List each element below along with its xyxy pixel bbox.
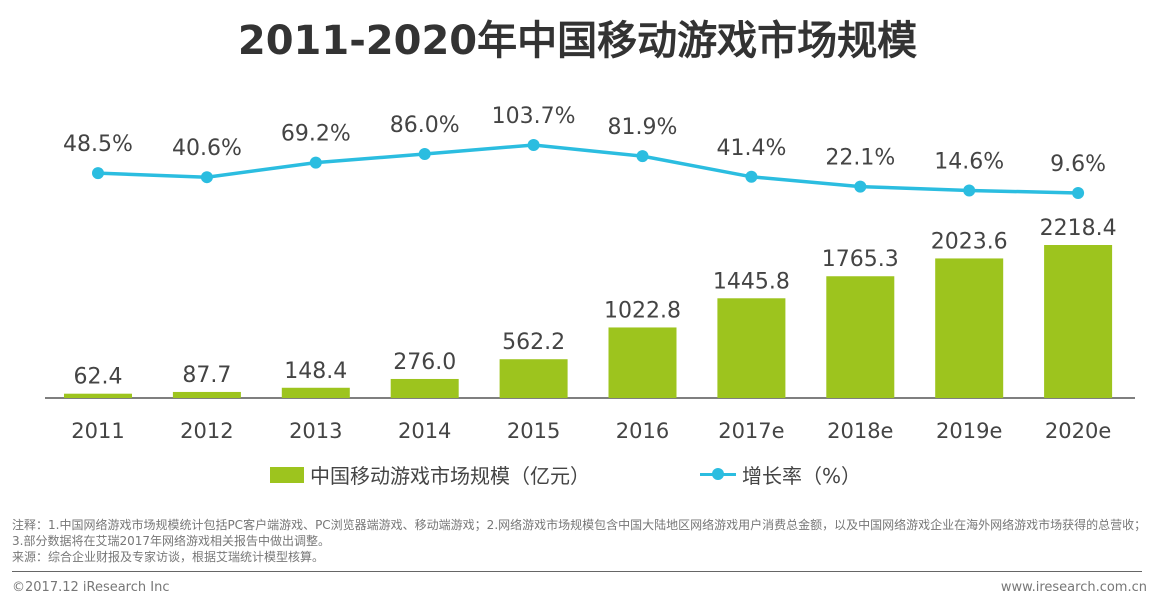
divider (12, 571, 1142, 572)
legend-bar-label: 中国移动游戏市场规模（亿元） (310, 464, 590, 488)
footnotes: 注释：1.中国网络游戏市场规模统计包括PC客户端游戏、PC浏览器端游戏、移动端游… (12, 517, 1147, 565)
bar-label: 62.4 (74, 365, 123, 390)
legend-line-swatch (700, 468, 736, 480)
x-tick-label: 2015 (507, 419, 560, 443)
chart-title: 2011-2020年中国移动游戏市场规模 (237, 18, 918, 64)
bar (172, 391, 241, 398)
x-tick-label: 2013 (289, 419, 342, 443)
growth-point (1072, 187, 1085, 200)
bar (608, 327, 677, 398)
bar (935, 258, 1004, 398)
bar-label: 1022.8 (604, 298, 681, 323)
copyright: ©2017.12 iResearch Inc (12, 580, 170, 595)
legend-item-bar: 中国移动游戏市场规模（亿元） (270, 460, 590, 489)
growth-point (636, 150, 649, 163)
bar-label: 276.0 (393, 350, 456, 375)
bar-label: 2023.6 (931, 229, 1008, 254)
bar (1044, 245, 1113, 398)
bar-label: 87.7 (182, 363, 231, 388)
growth-point (963, 184, 976, 197)
legend-item-line: 增长率（%） (700, 460, 861, 489)
growth-label: 9.6% (1050, 152, 1106, 177)
legend: 中国移动游戏市场规模（亿元） 增长率（%） (270, 460, 971, 489)
footnote-notes: 注释：1.中国网络游戏市场规模统计包括PC客户端游戏、PC浏览器端游戏、移动端游… (12, 518, 1147, 548)
bar-label: 148.4 (284, 359, 347, 384)
growth-label: 103.7% (492, 104, 576, 129)
bar (64, 393, 132, 398)
bar-label: 1445.8 (713, 269, 790, 294)
growth-label: 81.9% (608, 115, 678, 140)
growth-label: 40.6% (172, 136, 242, 161)
x-tick-label: 2018e (827, 419, 893, 443)
growth-point (309, 156, 322, 169)
growth-point (200, 171, 213, 184)
growth-point (854, 180, 867, 193)
growth-label: 14.6% (934, 149, 1004, 174)
footnote-source: 来源：综合企业财报及专家访谈，根据艾瑞统计模型核算。 (12, 550, 325, 564)
growth-label: 48.5% (63, 132, 133, 157)
x-tick-label: 2012 (180, 419, 233, 443)
bar (281, 387, 350, 398)
growth-label: 86.0% (390, 113, 460, 138)
combo-chart: 62.4 2011 87.7 2012 148.4 2013 276.0 2014 562.2 2… (45, 104, 1135, 443)
bar-label: 2218.4 (1040, 216, 1117, 241)
x-tick-label: 2019e (936, 419, 1002, 443)
legend-bar-swatch (270, 466, 304, 483)
growth-point (527, 139, 540, 152)
growth-point (745, 170, 758, 183)
growth-point (418, 148, 431, 161)
growth-label: 69.2% (281, 122, 351, 147)
bar-label: 562.2 (502, 330, 565, 355)
bar (826, 276, 895, 398)
website: www.iresearch.com.cn (1000, 580, 1147, 595)
bar (390, 378, 459, 398)
x-tick-label: 2020e (1045, 419, 1111, 443)
x-tick-label: 2011 (71, 419, 124, 443)
bar-label: 1765.3 (822, 247, 899, 272)
x-tick-label: 2017e (718, 419, 784, 443)
x-tick-label: 2016 (616, 419, 669, 443)
bar (499, 359, 568, 398)
growth-line (97, 143, 1079, 195)
legend-line-label: 增长率（%） (742, 464, 862, 488)
growth-label: 41.4% (716, 136, 786, 161)
growth-point (92, 167, 104, 180)
x-tick-label: 2014 (398, 419, 451, 443)
bar (717, 298, 786, 398)
growth-label: 22.1% (825, 146, 895, 171)
